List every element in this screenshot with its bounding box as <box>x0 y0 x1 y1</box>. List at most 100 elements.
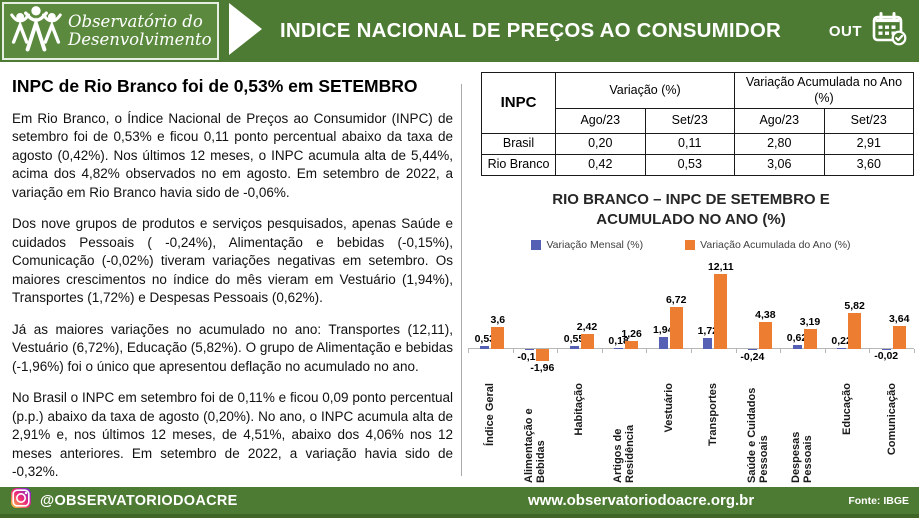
bar-mensal <box>703 338 713 349</box>
axis-tick <box>780 349 782 353</box>
bar-value-label: -0,24 <box>740 351 765 364</box>
data-panel: INPC Variação (%) Variação Acumulada no … <box>468 71 915 485</box>
table-corner-label: INPC <box>481 71 556 135</box>
bar-mensal <box>658 336 668 349</box>
page-footer: @OBSERVATORIODOACRE www.observatoriodoac… <box>0 487 919 518</box>
category-label: Comunicação <box>869 383 914 485</box>
category-label-text: Saúde e Cuidados Pessoais <box>745 387 770 483</box>
category-label: Vestuário <box>646 383 691 485</box>
table-subheader: Ago/23 <box>555 108 646 135</box>
cell: 0,53 <box>644 153 735 176</box>
legend-swatch <box>685 240 696 250</box>
bar-acumulada <box>491 326 505 349</box>
bar-mensal <box>524 349 534 350</box>
bar-value-label: 0,62 <box>786 332 808 345</box>
row-label: Brasil <box>481 133 556 155</box>
table-row: Brasil 0,20 0,11 2,80 2,91 <box>481 133 914 155</box>
bar-mensal <box>747 349 757 351</box>
cell: 3,60 <box>823 153 914 176</box>
bar-mensal <box>569 345 579 349</box>
axis-tick <box>869 349 871 353</box>
inpc-table: INPC Variação (%) Variação Acumulada no … <box>481 71 914 176</box>
bar-acumulada <box>625 341 639 349</box>
cell: 2,91 <box>823 133 914 155</box>
chart-category-axis: Índice Geral Alimentação e Bebidas Habitaç… <box>468 383 914 485</box>
cell: 3,06 <box>734 153 825 176</box>
row-label: Rio Branco <box>481 153 556 176</box>
chart-title: RIO BRANCO – INPC DE SETEMBRO E ACUMULAD… <box>552 190 830 228</box>
article-paragraph-1: Em Rio Branco, o Índice Nacional de Preç… <box>12 111 453 200</box>
axis-tick <box>735 349 737 353</box>
bar-value-label: 3,19 <box>799 316 821 329</box>
logo-text: Observatório do Desenvolvimento <box>68 12 212 49</box>
bar-value-label: 1,26 <box>621 328 642 341</box>
table-subheader: Set/23 <box>823 108 914 135</box>
category-label-text: Despesas Pessoais <box>790 431 815 483</box>
bar-value-label: 12,11 <box>707 260 734 273</box>
table-group-header-acumulada: Variação Acumulada no Ano (%) <box>734 71 914 110</box>
x-axis-line <box>468 348 914 349</box>
legend-item-mensal: Variação Mensal (%) <box>531 239 643 251</box>
cell: 0,11 <box>644 133 735 155</box>
category-label: Alimentação e Bebidas <box>513 383 558 485</box>
category-label-text: Vestuário <box>662 383 675 433</box>
bar-acumulada <box>803 329 817 349</box>
axis-tick <box>824 349 826 353</box>
category-label: Índice Geral <box>468 383 513 485</box>
axis-tick <box>557 349 559 353</box>
bar-acumulada <box>669 307 683 349</box>
bar-value-label: 0,53 <box>474 332 496 345</box>
month-label: OUT <box>828 22 862 40</box>
bar-value-label: 0,18 <box>608 334 629 347</box>
bar-value-label: 6,72 <box>665 294 687 307</box>
bar-mensal <box>792 345 802 349</box>
logo: Observatório do Desenvolvimento <box>2 2 219 60</box>
chart-legend: Variação Mensal (%) Variação Acumulada d… <box>468 239 914 251</box>
legend-label: Variação Mensal (%) <box>546 239 644 251</box>
category-label: Saúde e Cuidados Pessoais <box>736 383 781 485</box>
bar-acumulada <box>892 326 906 349</box>
category-label: Transportes <box>691 383 736 485</box>
cell: 0,20 <box>555 133 646 155</box>
bar-value-label: -0,15 <box>517 350 542 363</box>
category-label-text: Comunicação <box>885 383 898 456</box>
category-label-text: Educação <box>841 383 853 435</box>
category-label-text: Alimentação e Bebidas <box>522 408 547 483</box>
bar-acumulada <box>580 334 594 349</box>
axis-tick <box>468 349 469 353</box>
category-label-text: Transportes <box>707 383 720 446</box>
legend-item-acumulada: Variação Acumulada do Ano (%) <box>685 239 851 251</box>
bar-value-label: 3,6 <box>490 313 506 326</box>
axis-tick <box>601 349 603 353</box>
cell: 0,42 <box>555 153 646 176</box>
bar-chart: RIO BRANCO – INPC DE SETEMBRO E ACUMULAD… <box>468 190 915 486</box>
bar-mensal <box>614 347 624 349</box>
chart-plot-area: 0,53 -0,15 0,55 0,18 1,94 1,72 -0,24 0,62 0,22 -0… <box>468 259 915 379</box>
instagram-icon <box>10 487 32 514</box>
instagram-block[interactable]: @OBSERVATORIODOACRE <box>10 487 238 514</box>
people-logo-icon <box>8 4 64 59</box>
legend-label: Variação Acumulada do Ano (%) <box>700 239 851 251</box>
bar-value-label: 1,94 <box>652 323 674 336</box>
bar-value-label: 3,64 <box>888 313 910 326</box>
source-label: Fonte: IBGE <box>848 494 909 507</box>
bar-value-label: 1,72 <box>697 325 719 338</box>
bar-mensal <box>837 347 847 349</box>
bar-value-label: 4,38 <box>755 308 776 321</box>
bar-value-label: 0,22 <box>831 334 852 347</box>
article-paragraph-3: Já as maiores variações no acumulado no … <box>12 321 453 374</box>
category-label: Despesas Pessoais <box>780 383 825 485</box>
axis-tick <box>646 349 648 353</box>
instagram-handle[interactable]: @OBSERVATORIODOACRE <box>40 492 238 509</box>
website-link[interactable]: www.observatoriodoacre.org.br <box>528 492 755 509</box>
article: INPC de Rio Branco foi de 0,53% em SETEM… <box>12 74 453 482</box>
axis-tick <box>512 349 514 353</box>
bar-acumulada <box>758 321 772 349</box>
axis-tick <box>691 349 692 353</box>
article-paragraph-4: No Brasil o INPC em setembro foi de 0,11… <box>12 390 453 480</box>
category-label-text: Artigos de Residência <box>611 424 637 483</box>
bar-value-label: -0,02 <box>874 350 899 363</box>
category-label: Artigos de Residência <box>602 383 647 485</box>
page-title: INDICE NACIONAL DE PREÇOS AO CONSUMIDOR <box>280 19 781 42</box>
calendar-check-icon <box>871 11 907 52</box>
